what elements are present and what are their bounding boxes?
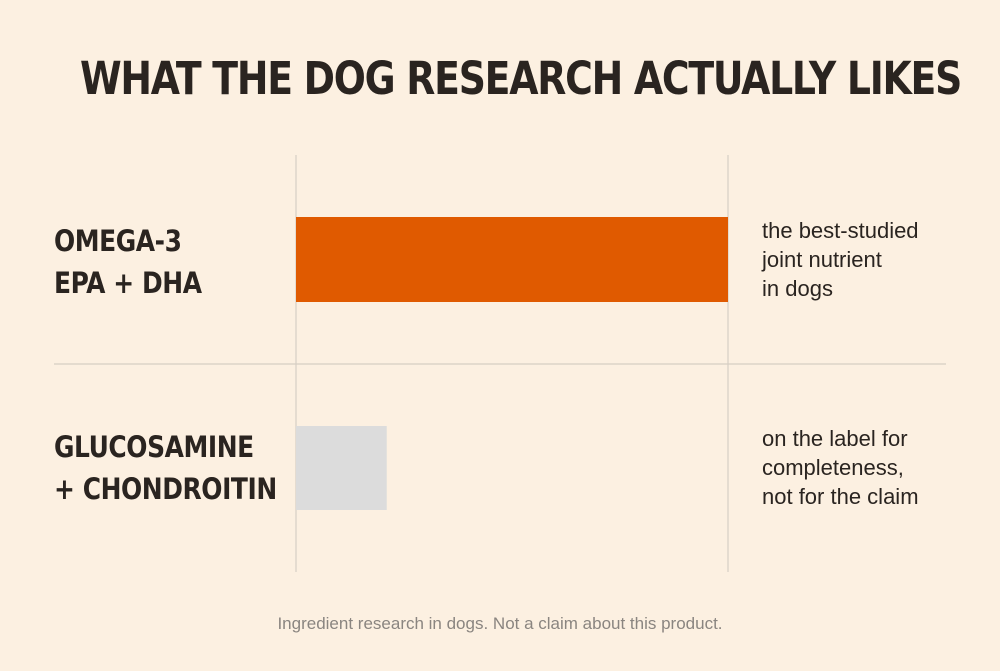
annotation-line: the best-studied xyxy=(762,218,919,243)
annotation-line: in dogs xyxy=(762,276,833,301)
annotation-line: completeness, xyxy=(762,455,904,480)
category-label-omega-3: OMEGA-3 EPA + DHA xyxy=(54,220,252,304)
annotation-line: on the label for xyxy=(762,426,908,451)
category-label-glucosamine: GLUCOSAMINE + CHONDROITIN xyxy=(54,426,277,510)
annotation-line: not for the claim xyxy=(762,484,919,509)
chart-title: WHAT THE DOG RESEARCH ACTUALLY LIKES xyxy=(80,52,962,105)
bar-glucosamine xyxy=(296,426,387,510)
bar-omega-3 xyxy=(296,217,728,302)
category-label-line: + CHONDROITIN xyxy=(54,472,277,506)
category-label-line: OMEGA-3 xyxy=(54,224,182,258)
category-label-line: EPA + DHA xyxy=(54,266,202,300)
category-label-line: GLUCOSAMINE xyxy=(54,430,254,464)
footer-disclaimer: Ingredient research in dogs. Not a claim… xyxy=(277,614,723,633)
annotation-line: joint nutrient xyxy=(762,247,882,272)
annotation-omega-3: the best-studied joint nutrient in dogs xyxy=(762,216,982,303)
annotation-glucosamine: on the label for completeness, not for t… xyxy=(762,424,982,511)
